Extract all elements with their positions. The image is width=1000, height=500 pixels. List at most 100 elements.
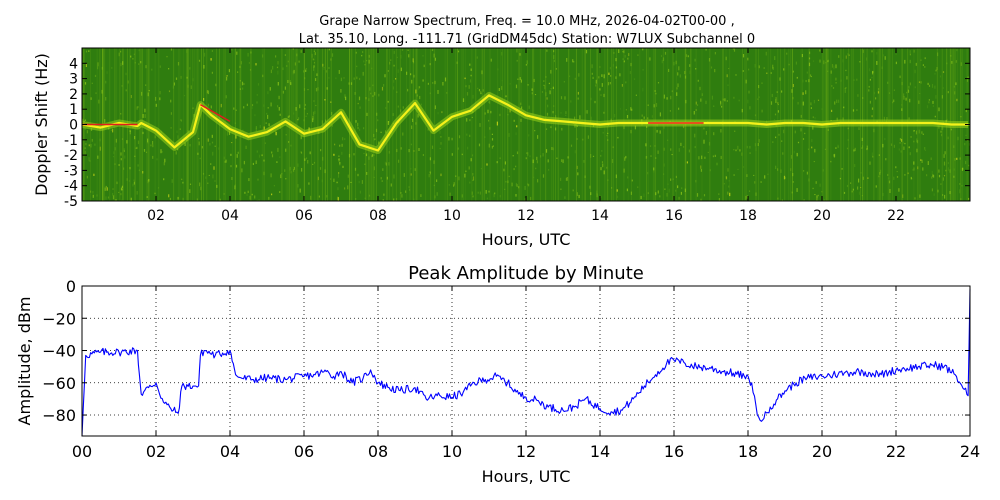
spectrogram-speckle — [300, 50, 302, 53]
spectrogram-speckle — [876, 61, 878, 65]
spectrogram-speckle — [129, 167, 131, 170]
spectrogram-speckle — [909, 53, 911, 56]
spectrogram-speckle — [288, 141, 290, 143]
spectrogram-speckle — [462, 98, 465, 102]
spectrogram-speckle — [942, 126, 944, 130]
spectrogram-speckle — [600, 94, 602, 96]
spectrogram-speckle — [505, 95, 507, 98]
spectrogram-speckle — [120, 113, 122, 115]
spectrogram-speckle — [622, 51, 624, 53]
spectrogram-speckle — [206, 90, 208, 94]
spectrogram-speckle — [265, 122, 267, 124]
spectrogram-speckle — [812, 60, 815, 62]
spectrogram-speckle — [737, 145, 739, 150]
spectrogram-speckle — [216, 184, 218, 188]
spectrogram-speckle — [710, 66, 713, 69]
spectrogram-speckle — [254, 114, 256, 117]
spectrogram-speckle — [924, 66, 926, 68]
spectrogram-speckle — [337, 173, 340, 178]
spectrogram-speckle — [170, 48, 173, 51]
spectrogram-speckle — [338, 155, 340, 157]
spectrogram-speckle — [362, 71, 364, 76]
spectrogram-speckle — [871, 50, 873, 53]
spectrogram-speckle — [410, 143, 412, 146]
spectrogram-speckle — [317, 87, 319, 91]
spectrogram-speckle — [961, 185, 963, 187]
spectrogram-speckle — [228, 69, 230, 73]
spectrogram-speckle — [97, 62, 99, 67]
spectrogram-speckle — [885, 158, 887, 161]
spectrogram-speckle — [749, 152, 751, 154]
spectrogram-speckle — [316, 73, 318, 76]
spectrogram-speckle — [218, 147, 220, 150]
spectrogram-speckle — [299, 188, 301, 193]
spectrogram-speckle — [642, 69, 644, 71]
spectrogram-speckle — [428, 173, 430, 178]
spectrogram-speckle — [678, 66, 680, 71]
spectrogram-speckle — [918, 129, 920, 134]
spectrogram-speckle — [781, 199, 783, 201]
spectrogram-speckle — [591, 64, 593, 69]
spectrogram-speckle — [520, 79, 522, 83]
spectrogram-speckle — [663, 94, 665, 99]
spectrogram-speckle — [835, 147, 837, 149]
spectrogram-speckle — [760, 181, 762, 183]
spectrogram-speckle — [472, 176, 475, 181]
spectrogram-speckle — [488, 190, 490, 193]
spectrogram-speckle — [792, 181, 794, 183]
spectrogram-speckle — [811, 138, 813, 143]
spectrogram-speckle — [469, 63, 471, 66]
spectrogram-speckle — [118, 52, 120, 57]
spectrogram-speckle — [293, 69, 295, 74]
spectrogram-speckle — [637, 186, 639, 188]
spectrogram-speckle — [235, 164, 238, 168]
spectrogram-speckle — [813, 161, 815, 163]
spectrogram-speckle — [723, 183, 725, 185]
spectrogram-speckle — [527, 84, 529, 86]
spectrogram-x-tick-label: 12 — [517, 208, 535, 224]
spectrogram-speckle — [477, 87, 479, 89]
spectrogram-speckle — [325, 119, 327, 123]
spectrogram-speckle — [643, 193, 645, 198]
spectrogram-speckle — [400, 147, 402, 150]
spectrogram-speckle — [659, 195, 661, 198]
amplitude-y-tick-label: 0 — [66, 277, 76, 296]
spectrogram-speckle — [553, 55, 555, 59]
spectrogram-speckle — [926, 105, 929, 109]
spectrogram-speckle — [341, 143, 343, 147]
spectrogram-speckle — [942, 194, 944, 196]
spectrogram-speckle — [402, 132, 404, 136]
spectrogram-speckle — [323, 67, 325, 69]
spectrogram-speckle — [617, 136, 619, 139]
spectrogram-speckle — [458, 135, 461, 139]
spectrogram-speckle — [749, 145, 751, 149]
spectrogram-speckle — [659, 112, 661, 117]
spectrogram-speckle — [916, 140, 919, 144]
spectrogram-speckle — [621, 48, 623, 51]
spectrogram-speckle — [967, 76, 969, 79]
spectrogram-speckle — [203, 98, 205, 101]
spectrogram-speckle — [728, 185, 730, 188]
spectrogram-speckle — [814, 148, 816, 153]
spectrogram-speckle — [137, 140, 140, 145]
spectrogram-speckle — [565, 177, 567, 181]
spectrogram-speckle — [112, 192, 114, 196]
spectrogram-speckle — [231, 49, 233, 51]
spectrogram-speckle — [516, 151, 519, 155]
spectrogram-speckle — [120, 193, 122, 196]
spectrogram-speckle — [924, 147, 926, 150]
spectrogram-speckle — [277, 70, 279, 75]
spectrogram-speckle — [875, 185, 877, 188]
amplitude-x-tick-label: 22 — [886, 442, 906, 461]
spectrogram-speckle — [120, 158, 122, 161]
spectrogram-speckle — [861, 195, 863, 197]
spectrogram-speckle — [290, 82, 292, 86]
spectrogram-speckle — [210, 163, 212, 165]
spectrogram-speckle — [913, 167, 915, 171]
spectrogram-speckle — [959, 189, 961, 194]
spectrogram-speckle — [440, 142, 442, 145]
spectrogram-speckle — [714, 154, 716, 157]
spectrogram-speckle — [761, 82, 763, 84]
spectrogram-speckle — [261, 154, 263, 157]
spectrogram-speckle — [642, 87, 644, 92]
